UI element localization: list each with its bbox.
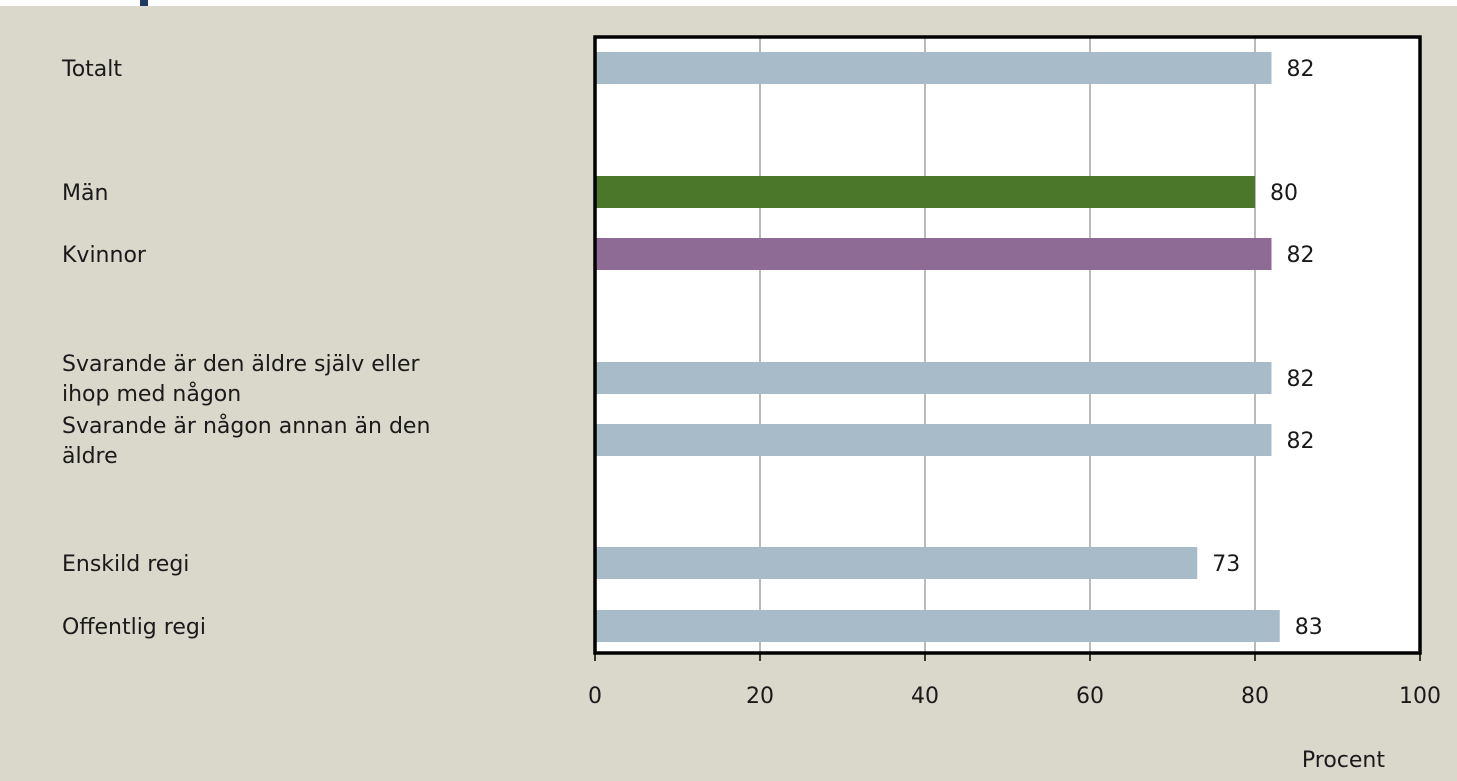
data-label: 82: [1287, 429, 1315, 454]
x-tick-label: 100: [1399, 684, 1441, 709]
bar: [595, 176, 1255, 208]
x-tick-label: 80: [1241, 684, 1269, 709]
category-label: Offentlig regi: [62, 615, 206, 640]
data-label: 73: [1212, 552, 1240, 577]
bar: [595, 547, 1198, 579]
bar: [595, 362, 1272, 394]
category-label: Kvinnor: [62, 243, 147, 268]
bar: [595, 238, 1272, 270]
category-label: Totalt: [61, 57, 122, 82]
x-axis-title: Procent: [1302, 748, 1385, 773]
category-label: Svarande är den äldre själv eller ihop me…: [62, 352, 421, 407]
category-label: Enskild regi: [62, 552, 189, 577]
x-tick-label: 60: [1076, 684, 1104, 709]
data-label: 80: [1270, 181, 1298, 206]
category-label: Svarande är någon annan än den äldre: [62, 413, 430, 469]
bar: [595, 52, 1272, 84]
data-label: 83: [1295, 615, 1323, 640]
bar: [595, 424, 1272, 456]
x-tick-label: 20: [746, 684, 774, 709]
data-label: 82: [1287, 57, 1315, 82]
x-tick-label: 0: [588, 684, 602, 709]
bar: [595, 610, 1280, 642]
data-label: 82: [1287, 367, 1315, 392]
category-label: Män: [62, 181, 108, 206]
plot-frame: [593, 35, 1422, 655]
x-tick-label: 40: [911, 684, 939, 709]
data-label: 82: [1287, 243, 1315, 268]
title-accent-fragment: [140, 0, 148, 6]
